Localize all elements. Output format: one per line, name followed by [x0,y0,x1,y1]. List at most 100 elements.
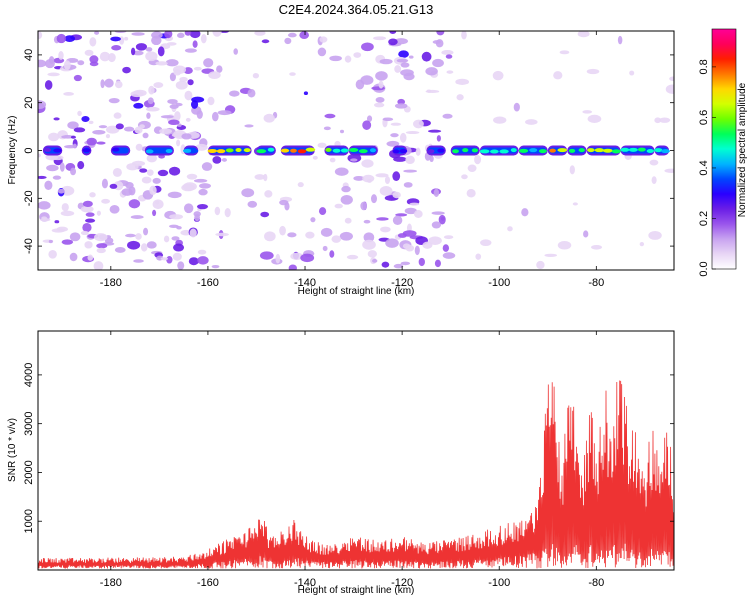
heatmap-noise-blob [73,74,82,82]
heatmap-noise-blob [288,264,297,270]
heatmap-noise-blob [44,180,53,191]
heatmap-noise-blob [388,38,398,46]
heatmap-noise-blob [229,90,240,97]
x-tick-label: -140 [294,277,316,289]
heatmap-noise-blob [428,236,442,245]
heatmap-noise-blob [183,203,194,214]
heatmap-band-hotspot [325,147,332,152]
heatmap-band-hotspot [122,148,129,153]
x-tick-label: -180 [100,577,122,589]
heatmap-noise-blob [196,203,209,210]
heatmap-noise-blob [582,110,593,114]
heatmap-band-hotspot [332,148,341,153]
heatmap-noise-blob [196,110,203,119]
heatmap-band-layer [42,145,670,156]
heatmap-noise-blob [461,174,468,180]
heatmap-noise-blob [201,162,213,171]
heatmap-noise-blob [263,113,275,123]
heatmap-noise-blob [146,241,157,249]
heatmap-noise-blob [375,173,389,178]
heatmap-noise-blob [110,36,121,42]
heatmap-noise-blob [480,239,492,247]
x-tick-label: -160 [197,577,219,589]
heatmap-noise-blob [130,90,144,98]
heatmap-noise-blob [466,189,476,198]
heatmap-noise-blob [361,159,374,168]
heatmap-noise-blob [164,31,173,39]
heatmap-noise-blob [436,135,441,142]
heatmap-noise-blob [521,208,529,217]
heatmap-band-hotspot [557,148,568,153]
heatmap-noise-blob [101,178,108,189]
heatmap-noise-blob [89,37,97,47]
heatmap-noise-blob [190,100,199,109]
heatmap-noise-blob [445,54,453,59]
heatmap-noise-blob [63,92,75,96]
heatmap-noise-blob [211,264,220,269]
heatmap-band-hotspot [392,149,400,154]
heatmap-noise-blob [163,235,170,243]
heatmap-noise-blob [629,70,635,76]
heatmap-noise-blob [114,31,127,34]
heatmap-noise-blob [367,179,372,183]
snr-panel: -180 -160 -140 -120 -100 -80 1000 2000 3000 4000… [7,330,675,596]
heatmap-band-hotspot [490,149,499,154]
heatmap-noise-blob [100,79,105,89]
colorbar-tick-label: 0.6 [698,110,710,125]
heatmap-noise-blob [166,255,173,264]
heatmap-noise-blob [260,211,270,218]
heatmap-noise-blob [48,239,53,244]
heatmap-noise-blob [456,94,464,101]
heatmap-noise-blob [446,70,454,74]
heatmap-noise-blob [409,202,420,206]
heatmap-noise-blob [48,249,57,259]
heatmap-noise-blob [185,117,191,122]
heatmap-noise-blob [324,113,336,119]
heatmap-noise-blob [145,51,158,62]
heatmap-band-hotspot [578,148,585,153]
heatmap-noise-blob [80,205,94,213]
heatmap-noise-blob [101,198,110,204]
heatmap-noise-blob [61,203,69,212]
heatmap-noise-blob [394,38,409,45]
heatmap-noise-blob [169,214,184,220]
heatmap-noise-blob [371,194,377,204]
heatmap-band-hotspot [479,149,490,154]
heatmap-noise-blob [247,200,258,208]
heatmap-noise-blob [192,40,198,48]
heatmap-noise-blob [168,119,180,126]
heatmap-noise-blob [442,244,450,252]
heatmap-noise-blob [80,230,89,236]
heatmap-noise-blob [360,201,368,211]
heatmap-band-hotspot [297,149,307,154]
heatmap-noise-blob [408,55,414,59]
heatmap-noise-blob [167,191,182,199]
heatmap-noise-blob [339,231,353,241]
heatmap-noise-blob [181,133,192,140]
colorbar-frame [711,28,737,270]
heatmap-noise-blob [507,226,513,232]
heatmap-noise-blob [157,46,165,57]
heatmap-noise-blob [51,228,66,233]
heatmap-noise-blob [38,201,51,210]
heatmap-noise-blob [56,33,67,44]
colorbar-label: Normalized spectral amplitude [737,82,748,217]
heatmap-noise-blob [400,261,411,266]
y-tick-label: 2000 [23,460,35,484]
heatmap-noise-blob [135,43,148,51]
heatmap-noise-blob [177,123,182,127]
heatmap-noise-blob [569,165,575,175]
heatmap-noise-blob [88,120,94,125]
heatmap-noise-blob [287,32,297,38]
heatmap-noise-blob [145,106,160,112]
heatmap-band-hotspot [518,148,529,153]
heatmap-band-hotspot [280,148,290,153]
heatmap-noise-blob [146,112,151,119]
x-tick-label: -80 [588,577,604,589]
heatmap-noise-blob [413,210,423,218]
heatmap-noise-blob [392,171,401,182]
x-tick-label: -100 [488,577,510,589]
heatmap-noise-blob [474,154,482,165]
heatmap-noise-blob [148,85,155,95]
heatmap-noise-blob [114,247,126,253]
